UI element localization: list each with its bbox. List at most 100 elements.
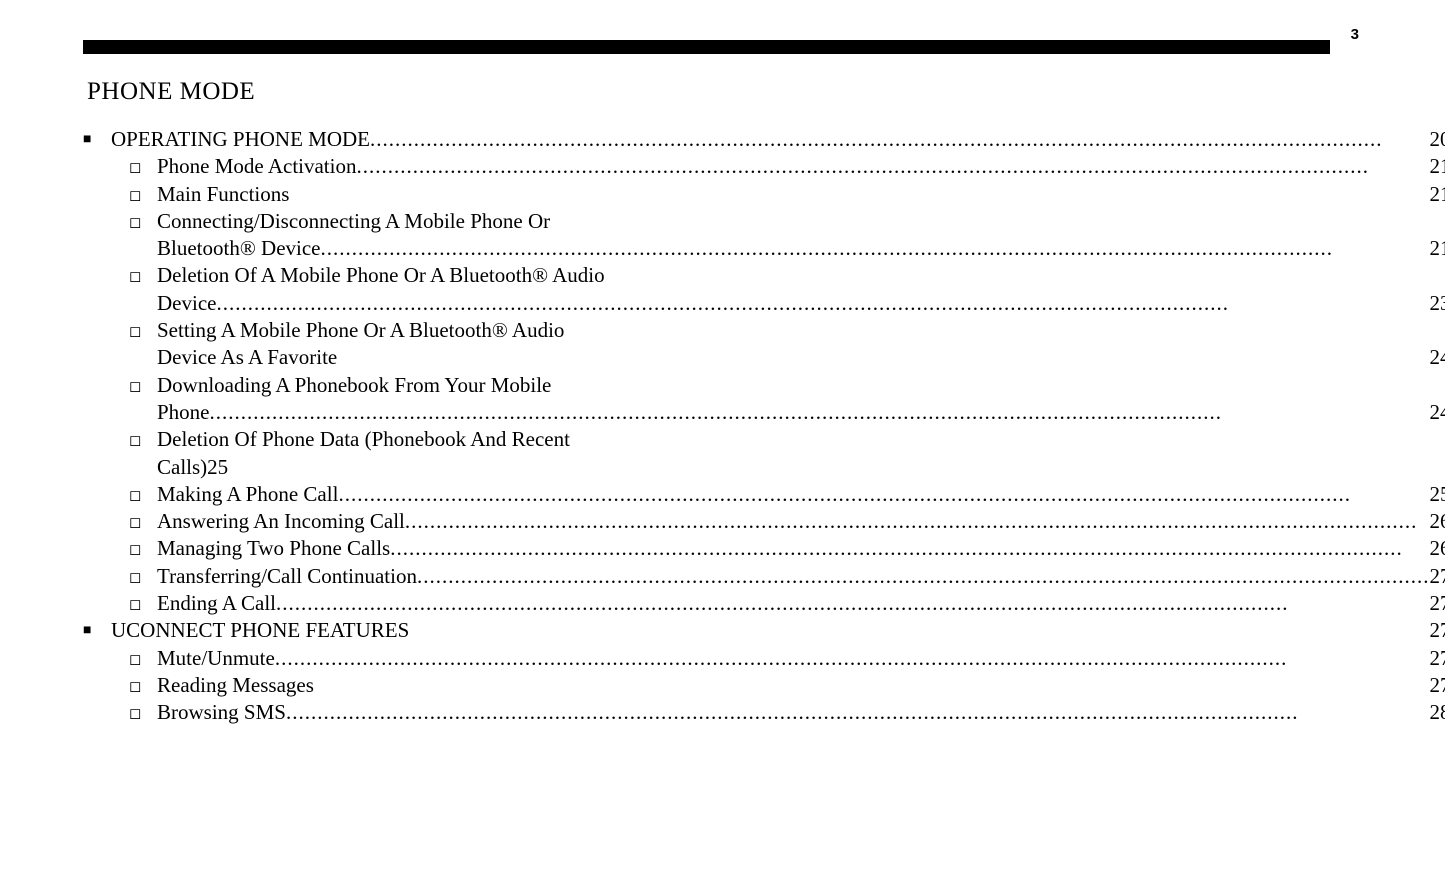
square-filled-icon: ■	[83, 131, 111, 149]
toc-label: Deletion Of Phone Data (Phonebook And Re…	[157, 426, 570, 453]
toc-label: Managing Two Phone Calls	[157, 535, 390, 562]
toc-page: 28	[1429, 699, 1445, 726]
toc-entry-l2: ◻Deletion Of Phone Data (Phonebook And R…	[83, 426, 1445, 481]
toc-column: PHONE MODE■OPERATING PHONE MODE20◻Phone …	[83, 78, 1445, 727]
square-outline-icon: ◻	[129, 569, 157, 589]
toc-page: 27	[1429, 617, 1445, 644]
toc-label: Main Functions	[157, 181, 289, 208]
square-outline-icon: ◻	[129, 378, 157, 398]
toc-page: 27	[1429, 590, 1445, 617]
toc-leaders	[390, 535, 1429, 562]
toc-label-wrap: Browsing SMS 28	[157, 699, 1445, 726]
toc-label: Deletion Of A Mobile Phone Or A Bluetoot…	[157, 262, 1445, 289]
toc-leaders	[276, 590, 1429, 617]
toc-label-wrap: Transferring/Call Continuation 27	[157, 563, 1445, 590]
toc-entry-l2: ◻Mute/Unmute 27	[83, 645, 1445, 672]
toc-label-wrap: Ending A Call 27	[157, 590, 1445, 617]
toc-page: 23	[1429, 290, 1445, 317]
toc-leaders	[216, 290, 1429, 317]
square-outline-icon: ◻	[129, 651, 157, 671]
toc-leaders	[286, 699, 1430, 726]
toc-leaders	[405, 508, 1430, 535]
toc-label-wrap: OPERATING PHONE MODE 20	[111, 126, 1445, 153]
square-outline-icon: ◻	[129, 187, 157, 207]
page-number: 3	[1351, 26, 1359, 43]
toc-label-wrap: Answering An Incoming Call 26	[157, 508, 1445, 535]
toc-entry-l2: ◻Ending A Call 27	[83, 590, 1445, 617]
square-outline-icon: ◻	[129, 159, 157, 179]
toc-label: Making A Phone Call	[157, 481, 338, 508]
toc-leaders	[417, 563, 1430, 590]
square-outline-icon: ◻	[129, 214, 157, 234]
toc-leaders	[321, 235, 1430, 262]
toc-page: 20	[1429, 126, 1445, 153]
toc-label-wrap: Deletion Of Phone Data (Phonebook And Re…	[157, 426, 1445, 481]
square-outline-icon: ◻	[129, 514, 157, 534]
square-outline-icon: ◻	[129, 596, 157, 616]
toc-label-wrap: Deletion Of A Mobile Phone Or A Bluetoot…	[157, 262, 1445, 317]
toc-label: Phone Mode Activation	[157, 153, 356, 180]
toc-entry-l2: ◻Main Functions 21	[83, 181, 1445, 208]
toc-entry-l1: ■OPERATING PHONE MODE 20	[83, 126, 1445, 153]
toc-leaders	[210, 399, 1430, 426]
toc-entry-l2: ◻Connecting/Disconnecting A Mobile Phone…	[83, 208, 1445, 263]
toc-entry-l2: ◻Answering An Incoming Call 26	[83, 508, 1445, 535]
toc-label-wrap: Downloading A Phonebook From Your Mobile…	[157, 372, 1445, 427]
toc-entry-l2: ◻Downloading A Phonebook From Your Mobil…	[83, 372, 1445, 427]
toc-entry-l2: ◻Making A Phone Call 25	[83, 481, 1445, 508]
toc-label: Mute/Unmute	[157, 645, 275, 672]
toc-label: Setting A Mobile Phone Or A Bluetooth® A…	[157, 317, 1445, 344]
toc-label-wrap: UCONNECT PHONE FEATURES 27	[111, 617, 1445, 644]
header-bar	[83, 40, 1330, 54]
toc-label: Connecting/Disconnecting A Mobile Phone …	[157, 208, 1445, 235]
toc-page: 27	[1429, 672, 1445, 699]
toc-entry-l2: ◻Reading Messages27	[83, 672, 1445, 699]
toc-page: 27	[1429, 645, 1445, 672]
square-outline-icon: ◻	[129, 487, 157, 507]
toc-label-wrap: Making A Phone Call 25	[157, 481, 1445, 508]
toc-entry-l2: ◻Transferring/Call Continuation 27	[83, 563, 1445, 590]
toc-page: 24	[1429, 344, 1445, 371]
toc-entry-l2: ◻Managing Two Phone Calls 26	[83, 535, 1445, 562]
square-outline-icon: ◻	[129, 705, 157, 725]
toc-label: Downloading A Phonebook From Your Mobile	[157, 372, 1445, 399]
square-outline-icon: ◻	[129, 678, 157, 698]
toc-label: Ending A Call	[157, 590, 276, 617]
toc-leaders	[275, 645, 1430, 672]
section-title: PHONE MODE	[83, 78, 1445, 106]
toc-page: 27	[1429, 563, 1445, 590]
toc-page: 21	[1429, 235, 1445, 262]
toc-leaders	[370, 126, 1429, 153]
toc-page: 21	[1429, 153, 1445, 180]
toc-label-wrap: Setting A Mobile Phone Or A Bluetooth® A…	[157, 317, 1445, 372]
toc-entry-l2: ◻Browsing SMS 28	[83, 699, 1445, 726]
toc-label-wrap: Connecting/Disconnecting A Mobile Phone …	[157, 208, 1445, 263]
square-outline-icon: ◻	[129, 323, 157, 343]
toc-label-cont: Device	[157, 290, 216, 317]
toc-label: OPERATING PHONE MODE	[111, 126, 370, 153]
toc-page: 26	[1429, 535, 1445, 562]
toc-page: 24	[1429, 399, 1445, 426]
toc-page: 21	[1429, 181, 1445, 208]
toc-label: Answering An Incoming Call	[157, 508, 405, 535]
toc-entry-l1: ■UCONNECT PHONE FEATURES 27	[83, 617, 1445, 644]
toc-entry-l2: ◻Deletion Of A Mobile Phone Or A Bluetoo…	[83, 262, 1445, 317]
square-outline-icon: ◻	[129, 541, 157, 561]
toc-label: Browsing SMS	[157, 699, 286, 726]
toc-label-wrap: Phone Mode Activation 21	[157, 153, 1445, 180]
toc-label: UCONNECT PHONE FEATURES	[111, 617, 409, 644]
toc-leaders	[356, 153, 1429, 180]
square-outline-icon: ◻	[129, 432, 157, 452]
toc-label: Transferring/Call Continuation	[157, 563, 417, 590]
toc-leaders	[338, 481, 1429, 508]
toc-entry-l2: ◻Setting A Mobile Phone Or A Bluetooth® …	[83, 317, 1445, 372]
toc-label-wrap: Mute/Unmute 27	[157, 645, 1445, 672]
toc-entry-l2: ◻Phone Mode Activation 21	[83, 153, 1445, 180]
toc-label-cont: Device As A Favorite	[157, 344, 337, 371]
square-outline-icon: ◻	[129, 268, 157, 288]
toc-label-wrap: Main Functions 21	[157, 181, 1445, 208]
toc-page: 26	[1429, 508, 1445, 535]
toc-label-wrap: Managing Two Phone Calls 26	[157, 535, 1445, 562]
toc-page: 25	[1429, 481, 1445, 508]
square-filled-icon: ■	[83, 622, 111, 640]
